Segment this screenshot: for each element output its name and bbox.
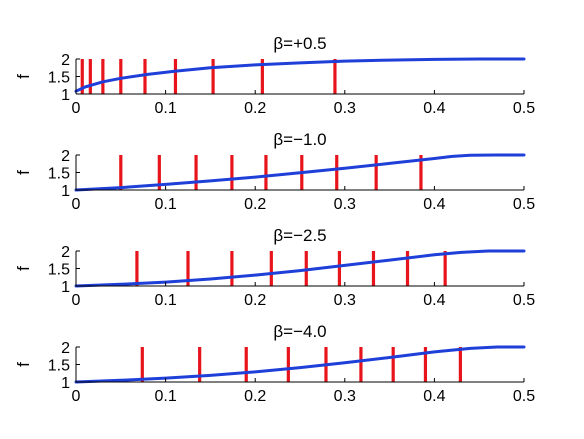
y-tick-label: 1.5: [48, 166, 70, 183]
x-tick-label: 0.5: [513, 388, 535, 405]
y-tick-label: 1.5: [48, 358, 70, 375]
subplot-4: β=−4.0 f 0 0.1 0.2 0.3 0.4 0.5 11.52: [14, 322, 535, 405]
x-tick-label: 0: [72, 292, 81, 309]
x-tick-label: 0.1: [154, 388, 176, 405]
y-tick-label: 2: [61, 244, 70, 261]
x-tick-label: 0: [72, 100, 81, 117]
series-line: [74, 249, 526, 288]
x-tick-label: 0.4: [423, 100, 445, 117]
x-tick-label: 0.3: [334, 100, 356, 117]
y-tick-label: 2: [61, 340, 70, 357]
subplot-title: β=−1.0: [273, 130, 326, 149]
y-tick-label: 1: [61, 279, 70, 296]
y-tick-label: 1: [61, 183, 70, 200]
y-tick-label: 2: [61, 52, 70, 69]
x-tick-label: 0.1: [154, 292, 176, 309]
subplot-2: β=−1.0 f 0 0.1 0.2 0.3 0.4 0.5 11.52: [14, 130, 535, 213]
x-tick-label: 0.2: [244, 292, 266, 309]
y-tick-label: 1: [61, 375, 70, 392]
subplot-1: β=+0.5 f 0 0.1 0.2 0.3 0.4 0.5 11.52: [14, 34, 535, 117]
x-tick-label: 0.2: [244, 196, 266, 213]
x-tick-label: 0: [72, 196, 81, 213]
x-tick-label: 0.1: [154, 100, 176, 117]
x-tick-label: 0.3: [334, 388, 356, 405]
series-line: [74, 345, 526, 384]
x-tick-label: 0.5: [513, 292, 535, 309]
y-tick-label: 1.5: [48, 262, 70, 279]
x-tick-label: 0.3: [334, 196, 356, 213]
y-axis-label: f: [14, 362, 33, 367]
subplot-title: β=+0.5: [273, 34, 326, 53]
x-tick-label: 0.3: [334, 292, 356, 309]
y-tick-label: 2: [61, 148, 70, 165]
x-tick-label: 0.5: [513, 100, 535, 117]
x-tick-label: 0.2: [244, 100, 266, 117]
x-tick-label: 0.4: [423, 196, 445, 213]
x-tick-label: 0.4: [423, 292, 445, 309]
x-tick-label: 0.1: [154, 196, 176, 213]
subplot-title: β=−2.5: [273, 226, 326, 245]
x-tick-label: 0: [72, 388, 81, 405]
subplot-3: β=−2.5 f 0 0.1 0.2 0.3 0.4 0.5 11.52: [14, 226, 535, 309]
y-tick-label: 1: [61, 87, 70, 104]
series-line: [74, 57, 526, 93]
series-line: [74, 153, 526, 192]
subplot-title: β=−4.0: [273, 322, 326, 341]
x-tick-label: 0.5: [513, 196, 535, 213]
y-axis-label: f: [14, 170, 33, 175]
y-tick-label: 1.5: [48, 70, 70, 87]
y-axis-label: f: [14, 266, 33, 271]
x-tick-label: 0.2: [244, 388, 266, 405]
x-tick-label: 0.4: [423, 388, 445, 405]
y-axis-label: f: [14, 74, 33, 79]
